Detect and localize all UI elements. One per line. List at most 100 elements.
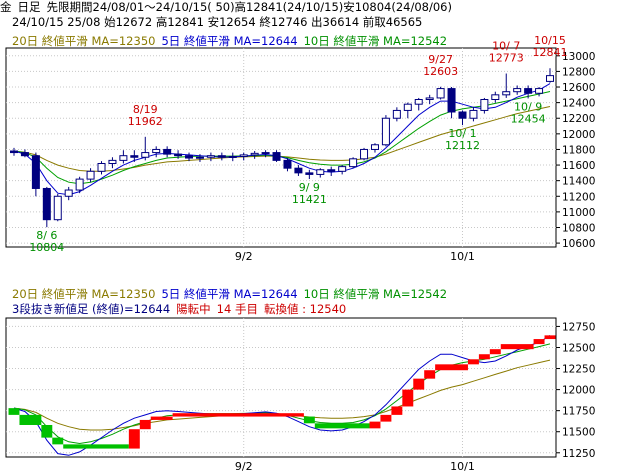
y-tick-label-lower: 11750 xyxy=(562,406,595,418)
break-block-down xyxy=(41,424,53,438)
break-block-up xyxy=(467,359,479,365)
top-legend: 20日 終値平滑 MA=12350 5日 終値平滑 MA=12644 10日 終値平… xyxy=(0,34,520,49)
y-tick-label: 12600 xyxy=(562,82,595,94)
candle-up xyxy=(469,109,478,119)
candle-up xyxy=(414,99,423,105)
break-block-up xyxy=(424,370,436,379)
break-block-down xyxy=(19,414,42,425)
candle-down xyxy=(305,172,314,175)
annotation-date: 8/ 6 xyxy=(36,229,57,242)
break-block-up xyxy=(435,364,468,371)
annotation-date: 9/27 xyxy=(428,53,453,66)
ma5-line xyxy=(13,83,551,196)
break-block-up xyxy=(172,413,304,417)
candle-up xyxy=(403,103,412,111)
break-block-down xyxy=(52,437,64,445)
annotation-value: 12841 xyxy=(533,46,568,59)
break-block-up xyxy=(413,378,425,390)
header-contract: 先限 xyxy=(46,0,70,14)
candle-up xyxy=(228,155,237,158)
legend-ma5-lower: 5日 終値平滑 MA=12644 xyxy=(161,287,298,301)
candle-down xyxy=(524,88,533,94)
header-line-2: 24/10/15 25/08 始12672 高12841 安12654 終127… xyxy=(0,15,624,30)
candle-up xyxy=(360,148,369,160)
break-block-down xyxy=(8,408,20,415)
candle-down xyxy=(283,159,292,169)
header-ohlc-summary: 24/10/15 25/08 始12672 高12841 安12654 終127… xyxy=(12,15,423,29)
break-block-up xyxy=(489,349,501,355)
break-block-up xyxy=(150,416,173,420)
break-block-down xyxy=(303,416,315,424)
annotation-value: 11421 xyxy=(292,193,327,206)
candle-up xyxy=(316,169,325,175)
candle-down xyxy=(20,152,29,157)
break-block-up xyxy=(128,429,140,449)
header-range: 期間24/08/01～24/10/15( 50)高12841(24/10/15)… xyxy=(69,0,452,14)
annotation-date: 9/ 9 xyxy=(299,181,320,194)
annotation-value: 12773 xyxy=(489,52,524,65)
y-tick-label: 12400 xyxy=(562,98,595,110)
break-block-up xyxy=(369,421,381,429)
y-tick-label-lower: 12750 xyxy=(562,321,595,333)
header-period-type: 日足 xyxy=(17,0,41,14)
break-block-down xyxy=(63,444,129,449)
break-block-down xyxy=(314,423,370,429)
x-tick-label: 9/2 xyxy=(235,250,253,263)
candle-up xyxy=(502,91,511,96)
candle-up xyxy=(370,144,379,150)
candle-up xyxy=(152,148,161,154)
break-block-up xyxy=(533,339,545,345)
legend-ma20: 20日 終値平滑 MA=12350 xyxy=(12,34,156,48)
annotation-value: 12112 xyxy=(445,139,480,152)
candle-up xyxy=(141,152,150,158)
candle-up xyxy=(195,156,204,159)
y-tick-label: 12800 xyxy=(562,66,595,78)
y-tick-label: 11000 xyxy=(562,207,595,219)
legend-reversal-value: 転換値 : 12540 xyxy=(263,302,347,316)
candle-down xyxy=(10,150,18,154)
candle-up xyxy=(206,155,215,158)
y-tick-label: 11800 xyxy=(562,144,595,156)
legend-ma5: 5日 終値平滑 MA=12644 xyxy=(161,34,298,48)
break-block-up xyxy=(402,389,414,407)
candle-up xyxy=(513,88,522,93)
candle-down xyxy=(185,155,194,159)
annotation-value: 11962 xyxy=(128,115,163,128)
annotation-date: 10/ 7 xyxy=(492,40,520,53)
candle-up xyxy=(261,152,270,155)
candle-up xyxy=(119,155,128,161)
bottom-legend: 20日 終値平滑 MA=12350 5日 終値平滑 MA=12644 10日 終値平… xyxy=(0,287,520,302)
candle-up xyxy=(239,154,248,157)
candle-up xyxy=(64,189,73,197)
y-tick-label-lower: 12000 xyxy=(562,385,595,397)
candle-up xyxy=(491,94,500,101)
break-block-up xyxy=(380,414,392,422)
candle-up xyxy=(436,88,445,99)
header-line-1: 金日足 先限期間24/08/01～24/10/15( 50)高12841(24/1… xyxy=(0,0,624,15)
annotation-date: 10/ 1 xyxy=(448,127,476,140)
candle-down xyxy=(42,187,51,221)
annotation-value: 12454 xyxy=(511,112,546,125)
candle-up xyxy=(75,178,84,191)
candle-up xyxy=(53,195,62,221)
legend-ma10-lower: 10日 終値平滑 MA=12542 xyxy=(303,287,448,301)
bottom-legend-line-2: 3段抜き新値足 (終値)=12644 陽転中 14 手目 転換値 : 12540 xyxy=(0,302,520,317)
y-tick-label: 11200 xyxy=(562,191,595,203)
annotation-value: 12603 xyxy=(423,65,458,78)
annotation-date: 10/15 xyxy=(534,34,566,47)
y-tick-label: 10800 xyxy=(562,222,595,234)
candle-up xyxy=(535,88,544,94)
x-tick-label-lower: 10/1 xyxy=(450,460,475,473)
y-tick-label: 11400 xyxy=(562,176,595,188)
annotation-value: 10804 xyxy=(29,241,64,254)
candle-down xyxy=(447,88,456,113)
candle-down xyxy=(31,155,40,189)
candle-down xyxy=(294,167,303,174)
break-plot-frame xyxy=(5,317,557,458)
candle-up xyxy=(338,166,347,172)
y-tick-label-lower: 11500 xyxy=(562,427,595,439)
break-block-up xyxy=(544,335,556,340)
candle-down xyxy=(458,111,467,119)
price-plot-frame xyxy=(5,47,557,248)
